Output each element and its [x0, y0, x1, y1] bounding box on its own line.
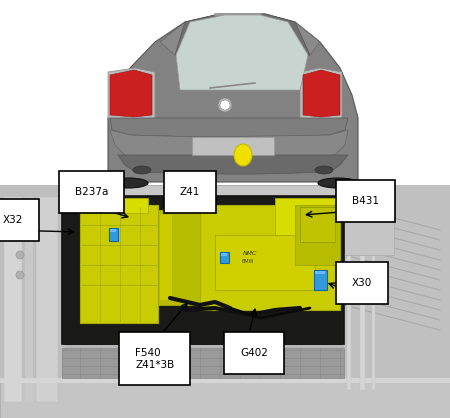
Bar — [0, 185, 65, 418]
Text: G402: G402 — [240, 348, 268, 358]
Bar — [344, 195, 394, 255]
Bar — [275, 198, 337, 243]
Bar — [109, 228, 118, 241]
Bar — [215, 235, 315, 290]
Text: Z41: Z41 — [180, 187, 200, 197]
Bar — [220, 252, 229, 263]
Text: X32: X32 — [3, 215, 23, 225]
Bar — [200, 205, 340, 310]
Bar — [300, 207, 335, 242]
Bar — [221, 253, 227, 256]
Bar — [192, 137, 274, 155]
Text: F540
Z41*3B: F540 Z41*3B — [135, 348, 174, 370]
Bar — [110, 229, 116, 232]
Bar — [0, 185, 450, 197]
Bar — [36, 197, 58, 402]
Bar — [314, 270, 327, 290]
Ellipse shape — [315, 166, 333, 174]
Polygon shape — [300, 68, 342, 120]
Bar — [347, 195, 351, 390]
Bar — [63, 197, 343, 232]
Circle shape — [220, 100, 230, 110]
Polygon shape — [175, 14, 310, 55]
Ellipse shape — [318, 178, 358, 188]
Bar — [360, 195, 365, 390]
Polygon shape — [160, 14, 320, 55]
Bar — [295, 205, 340, 265]
Bar — [315, 271, 325, 274]
Text: BMW: BMW — [242, 259, 254, 264]
Polygon shape — [110, 130, 348, 158]
Polygon shape — [108, 68, 155, 120]
Bar — [62, 348, 344, 378]
Polygon shape — [303, 70, 340, 117]
Polygon shape — [176, 15, 308, 90]
Bar — [0, 0, 450, 185]
Ellipse shape — [108, 178, 148, 188]
Bar — [344, 185, 450, 418]
Text: X30: X30 — [352, 278, 372, 288]
Bar — [158, 210, 200, 305]
Text: NMC: NMC — [243, 251, 257, 256]
Bar — [0, 378, 450, 418]
Polygon shape — [110, 70, 152, 117]
Polygon shape — [108, 14, 358, 182]
Bar — [0, 185, 450, 418]
Ellipse shape — [234, 144, 252, 166]
Bar — [25, 197, 33, 402]
Circle shape — [16, 251, 24, 259]
Circle shape — [218, 98, 232, 112]
Bar — [372, 195, 375, 390]
Ellipse shape — [133, 166, 151, 174]
Polygon shape — [118, 155, 348, 174]
Polygon shape — [110, 118, 348, 137]
Bar — [63, 197, 343, 345]
Bar — [0, 378, 450, 383]
Text: B431: B431 — [352, 196, 379, 206]
Bar — [160, 215, 172, 300]
Bar — [4, 197, 22, 402]
Text: B237a: B237a — [75, 187, 108, 197]
Bar — [62, 196, 344, 344]
Circle shape — [16, 271, 24, 279]
Bar — [88, 198, 148, 213]
Bar — [80, 205, 158, 323]
